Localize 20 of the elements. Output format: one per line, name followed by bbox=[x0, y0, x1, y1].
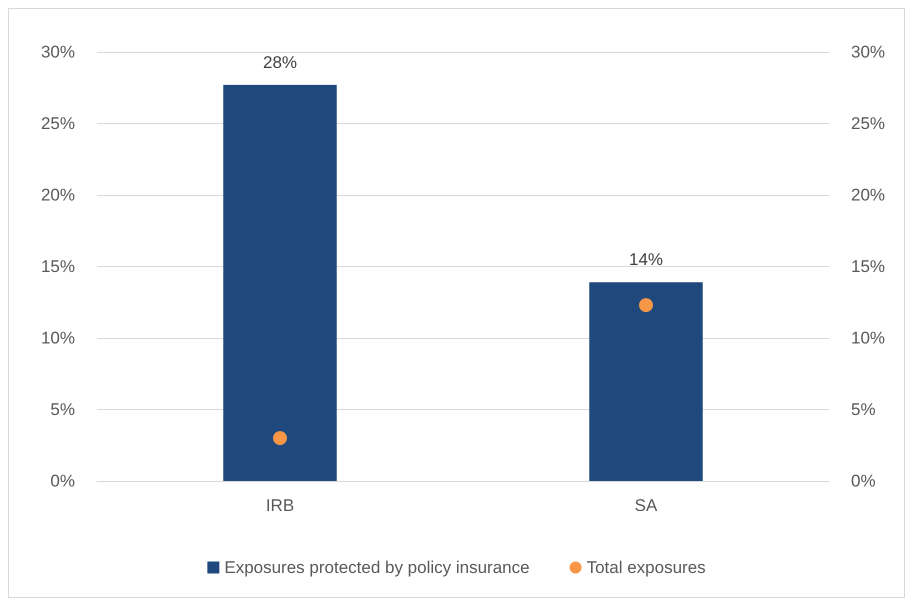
y-tick-label: 10% bbox=[40, 328, 75, 348]
data-label: 28% bbox=[262, 52, 298, 72]
x-tick-label: SA bbox=[634, 496, 658, 515]
y-tick-label: 0% bbox=[50, 472, 75, 490]
legend-label: Total exposures bbox=[586, 558, 706, 577]
y2-tick-label: 20% bbox=[851, 186, 886, 204]
y-tick-label: 5% bbox=[50, 400, 75, 419]
x-tick-label: IRB bbox=[266, 496, 294, 515]
y-tick-label: 20% bbox=[40, 186, 75, 204]
legend-label: Exposures protected by policy insurance bbox=[224, 558, 530, 577]
y2-tick-label: 0% bbox=[851, 472, 876, 490]
data-label: 14% bbox=[628, 250, 664, 270]
y2-tick-label: 15% bbox=[851, 257, 886, 276]
y-tick-label: 25% bbox=[40, 114, 75, 133]
y2-tick-label: 10% bbox=[851, 328, 886, 348]
y2-tick-label: 5% bbox=[851, 400, 876, 419]
y-tick-label: 30% bbox=[40, 42, 75, 62]
y2-tick-label: 25% bbox=[851, 114, 886, 133]
y2-tick-label: 30% bbox=[851, 42, 886, 62]
y-tick-label: 15% bbox=[40, 257, 75, 276]
